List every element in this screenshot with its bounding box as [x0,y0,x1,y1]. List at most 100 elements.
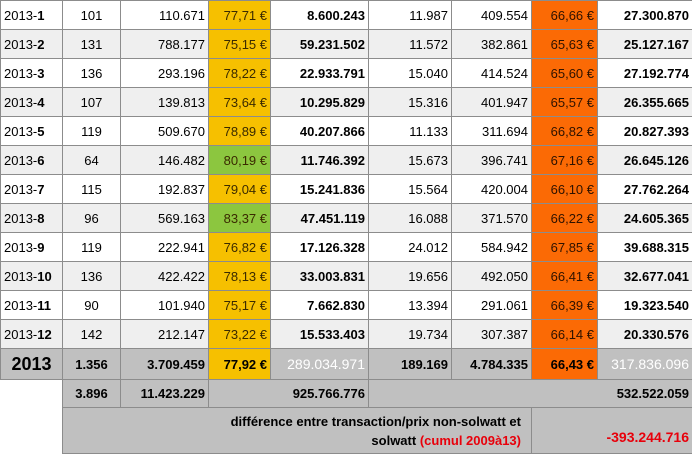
volume-a: 139.813 [121,88,209,117]
count-b: 19.734 [369,320,452,349]
total-b: 20.827.393 [598,117,692,146]
year-count-b: 189.169 [369,349,452,380]
year-total-b: 317.836.096 [598,349,692,380]
volume-a: 293.196 [121,59,209,88]
volume-b: 401.947 [452,88,532,117]
count-a: 131 [63,30,121,59]
total-a: 59.231.502 [271,30,369,59]
volume-b: 307.387 [452,320,532,349]
count-b: 11.987 [369,1,452,30]
count-b: 11.133 [369,117,452,146]
total-a: 15.241.836 [271,175,369,204]
volume-b: 420.004 [452,175,532,204]
count-a: 119 [63,117,121,146]
month-label: 2013-7 [1,175,63,204]
year-volume-a: 3.709.459 [121,349,209,380]
price-a: 78,22 € [209,59,271,88]
month-number: 12 [37,327,51,342]
total-b: 32.677.041 [598,262,692,291]
price-a: 75,15 € [209,30,271,59]
total-a: 33.003.831 [271,262,369,291]
year-total-row: 2013 1.356 3.709.459 77,92 € 289.034.971… [1,349,692,380]
month-year: 2013- [4,182,37,197]
price-b: 66,22 € [532,204,598,233]
total-a: 17.126.328 [271,233,369,262]
month-year: 2013- [4,211,37,226]
month-number: 2 [37,37,44,52]
total-b: 26.645.126 [598,146,692,175]
cumul-total-a: 925.766.776 [209,380,369,408]
total-b: 19.323.540 [598,291,692,320]
month-year: 2013- [4,298,37,313]
price-b: 67,85 € [532,233,598,262]
month-label: 2013-8 [1,204,63,233]
total-a: 22.933.791 [271,59,369,88]
year-price-b: 66,43 € [532,349,598,380]
price-a: 78,89 € [209,117,271,146]
year-price-a: 77,92 € [209,349,271,380]
count-b: 15.564 [369,175,452,204]
month-year: 2013- [4,269,37,284]
difference-line2: solwatt [371,433,416,448]
price-a: 73,64 € [209,88,271,117]
volume-b: 492.050 [452,262,532,291]
total-b: 26.355.665 [598,88,692,117]
volume-a: 146.482 [121,146,209,175]
price-b: 66,41 € [532,262,598,291]
month-label: 2013-2 [1,30,63,59]
month-label: 2013-6 [1,146,63,175]
count-a: 142 [63,320,121,349]
volume-a: 101.940 [121,291,209,320]
price-b: 66,14 € [532,320,598,349]
month-number: 6 [37,153,44,168]
month-year: 2013- [4,8,37,23]
volume-a: 788.177 [121,30,209,59]
price-b: 65,60 € [532,59,598,88]
count-a: 136 [63,59,121,88]
difference-line1: différence entre transaction/prix non-so… [231,414,521,429]
price-a: 75,17 € [209,291,271,320]
difference-label: différence entre transaction/prix non-so… [63,408,532,454]
count-b: 13.394 [369,291,452,320]
month-label: 2013-3 [1,59,63,88]
total-a: 7.662.830 [271,291,369,320]
count-a: 96 [63,204,121,233]
count-b: 15.040 [369,59,452,88]
volume-a: 569.163 [121,204,209,233]
month-number: 8 [37,211,44,226]
count-b: 24.012 [369,233,452,262]
month-number: 9 [37,240,44,255]
year-total-a: 289.034.971 [271,349,369,380]
month-year: 2013- [4,240,37,255]
price-b: 67,16 € [532,146,598,175]
volume-b: 584.942 [452,233,532,262]
month-number: 4 [37,95,44,110]
volume-a: 110.671 [121,1,209,30]
total-a: 11.746.392 [271,146,369,175]
price-a: 76,82 € [209,233,271,262]
volume-b: 371.570 [452,204,532,233]
count-a: 136 [63,262,121,291]
count-a: 115 [63,175,121,204]
difference-suffix: (cumul 2009à13) [420,433,521,448]
total-a: 15.533.403 [271,320,369,349]
price-a: 78,13 € [209,262,271,291]
cumul-row: 3.896 11.423.229 925.766.776 532.522.059 [1,380,692,408]
price-a: 83,37 € [209,204,271,233]
year-label: 2013 [1,349,63,380]
count-a: 90 [63,291,121,320]
month-number: 11 [37,298,51,313]
price-b: 65,57 € [532,88,598,117]
total-b: 25.127.167 [598,30,692,59]
month-year: 2013- [4,153,37,168]
month-number: 10 [37,269,51,284]
cumul-count-a: 3.896 [63,380,121,408]
count-a: 64 [63,146,121,175]
total-a: 40.207.866 [271,117,369,146]
